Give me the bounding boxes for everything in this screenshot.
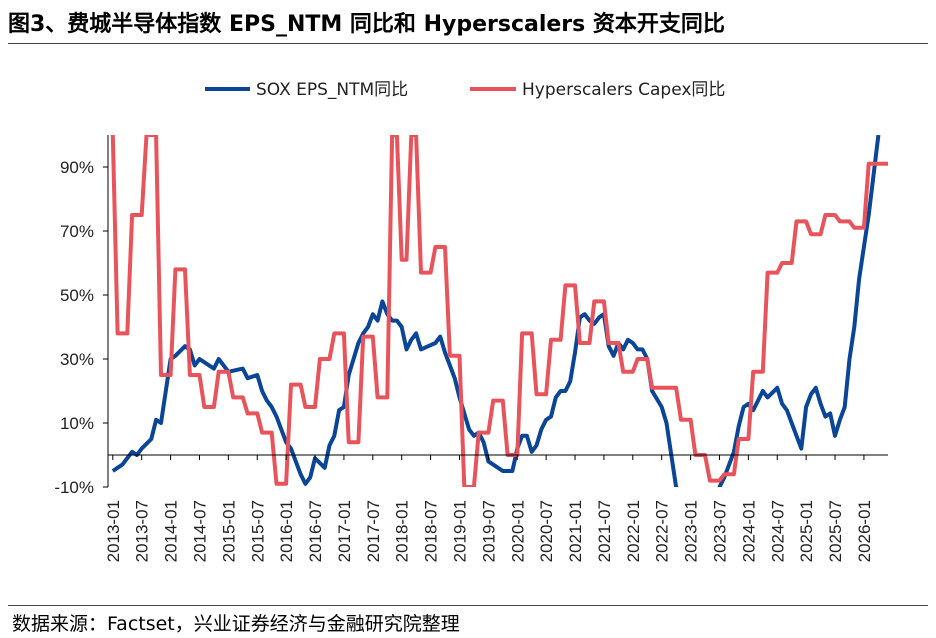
sox-eps-ntm-line — [111, 135, 881, 487]
y-tick-label: 10% — [60, 414, 94, 433]
x-tick-label: 2016-07 — [306, 500, 325, 562]
x-tick-label: 2013-01 — [104, 500, 123, 562]
x-tick-label: 2018-01 — [393, 500, 412, 562]
y-tick-label: 30% — [60, 350, 94, 369]
x-tick-label: 2020-07 — [537, 500, 556, 562]
x-tick-label: 2014-01 — [162, 500, 181, 562]
y-tick-label: 50% — [60, 286, 94, 305]
x-tick-label: 2024-01 — [739, 500, 758, 562]
x-tick-label: 2021-01 — [566, 500, 585, 562]
x-tick-label: 2022-07 — [653, 500, 672, 562]
legend-label-sox: SOX EPS_NTM同比 — [256, 80, 408, 100]
source-note: 数据来源：Factset，兴业证券经济与金融研究院整理 — [12, 613, 460, 635]
x-tick-label: 2018-07 — [422, 500, 441, 562]
x-tick-label: 2021-07 — [595, 500, 614, 562]
x-tick-label: 2015-07 — [248, 500, 267, 562]
legend: SOX EPS_NTM同比 Hyperscalers Capex同比 — [205, 80, 725, 100]
y-tick-label: 90% — [60, 158, 94, 177]
x-tick-label: 2017-07 — [364, 500, 383, 562]
title-divider — [8, 43, 928, 44]
x-tick-label: 2023-01 — [682, 500, 701, 562]
plot-area — [110, 135, 888, 487]
x-tick-label: 2022-01 — [624, 500, 643, 562]
chart: SOX EPS_NTM同比 Hyperscalers Capex同比 -10% 1… — [54, 80, 888, 562]
y-tick-label: -10% — [54, 478, 94, 497]
x-tick-label: 2020-01 — [508, 500, 527, 562]
x-tick-label: 2014-07 — [190, 500, 209, 562]
x-tick-label: 2024-07 — [768, 500, 787, 562]
x-tick-label: 2019-01 — [450, 500, 469, 562]
x-tick-label: 2016-01 — [277, 500, 296, 562]
legend-label-capex: Hyperscalers Capex同比 — [522, 80, 725, 100]
footer-divider — [8, 605, 928, 606]
page-title: 图3、费城半导体指数 EPS_NTM 同比和 Hyperscalers 资本开支… — [8, 12, 725, 37]
x-tick-label: 2015-01 — [219, 500, 238, 562]
x-tick-label: 2019-07 — [479, 500, 498, 562]
x-tick-label: 2023-07 — [710, 500, 729, 562]
x-tick-label: 2026-01 — [855, 500, 874, 562]
x-tick-label: 2025-01 — [797, 500, 816, 562]
y-tick-label: 70% — [60, 222, 94, 241]
x-tick-label: 2025-07 — [826, 500, 845, 562]
x-tick-label: 2013-07 — [133, 500, 152, 562]
hyperscalers-capex-line — [110, 135, 888, 487]
axes: -10% 10% 30% 50% 70% 90% 2013-01 2013-07 2014-01… — [54, 135, 888, 562]
x-tick-label: 2017-01 — [335, 500, 354, 562]
